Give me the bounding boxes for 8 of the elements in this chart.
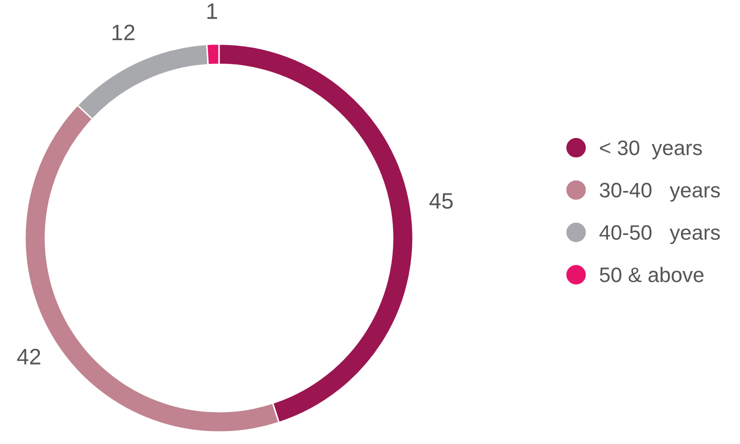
- legend-label: 40-50 years: [599, 225, 720, 244]
- data-label: 1: [207, 4, 218, 19]
- data-label: 45: [429, 193, 453, 209]
- legend-label: 30-40 years: [600, 182, 720, 202]
- data-label: 42: [17, 348, 40, 364]
- data-label: 12: [112, 24, 134, 40]
- legend-label: < 30 years: [600, 140, 702, 160]
- legend-label: 50 & above: [600, 266, 704, 282]
